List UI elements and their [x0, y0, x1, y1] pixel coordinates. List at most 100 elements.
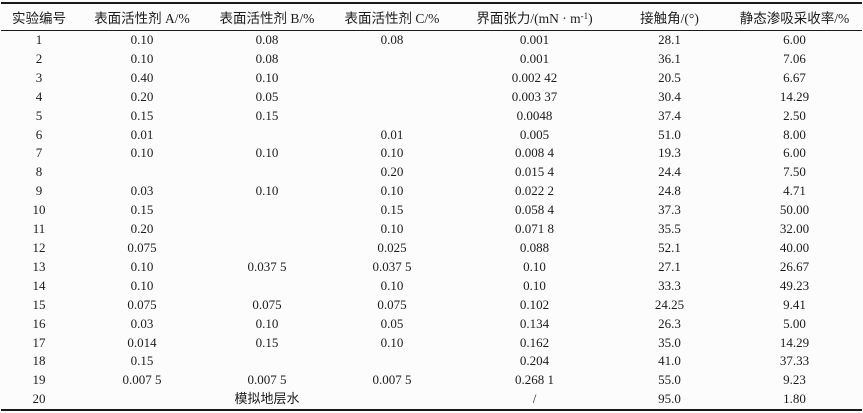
- table-row: 1 0.10 0.08 0.08 0.001 28.1 6.00: [1, 31, 862, 50]
- table-cell: 15: [32, 296, 46, 312]
- table-cell: 0.075: [127, 296, 157, 312]
- table-cell: 4: [35, 88, 43, 104]
- table-cell: 24.8: [658, 183, 681, 199]
- table-cell: 33.3: [658, 277, 681, 293]
- table-row: 20 模拟地层水 / 95.0 1.80: [1, 390, 862, 410]
- table-header: 实验编号 表面活性剂 A/% 表面活性剂 B/% 表面活性剂 C/% 界面张力/…: [1, 3, 862, 31]
- table-cell: 0.05: [255, 88, 279, 104]
- table-cell: 0.10: [130, 145, 154, 161]
- table-cell: 14.29: [779, 88, 810, 104]
- table-cell: 0.05: [380, 315, 404, 331]
- table-cell: 0.007 5: [372, 372, 412, 388]
- table-row: 9 0.03 0.10 0.10 0.022 2 24.8 4.71: [1, 182, 862, 201]
- table-cell: 0.15: [255, 334, 279, 350]
- table-cell: [207, 352, 327, 371]
- table-cell: 0.03: [130, 315, 154, 331]
- table-cell: 0.08: [255, 32, 279, 47]
- table-cell: 6: [35, 126, 43, 142]
- table-cell: 20.5: [658, 69, 681, 85]
- table-cell: 0.204: [519, 353, 550, 369]
- table-cell: 40.00: [779, 239, 810, 255]
- header-contact-angle: 接触角/(°): [612, 3, 727, 31]
- table-cell: 5.00: [783, 315, 806, 331]
- table-cell: 0.15: [130, 353, 154, 369]
- table-cell: 0.10: [255, 69, 279, 85]
- table-cell: 16: [32, 315, 46, 331]
- table-cell: 24.4: [658, 164, 681, 180]
- table-cell: 49.23: [779, 277, 810, 293]
- table-cell: 8: [35, 164, 43, 180]
- table-cell: 26.3: [658, 315, 681, 331]
- table-cell: 0.10: [523, 277, 546, 293]
- table-cell: 0.10: [380, 145, 404, 161]
- table-cell: 0.03: [130, 183, 154, 199]
- table-cell: 7: [35, 145, 43, 161]
- table-cell: 0.268 1: [515, 372, 554, 388]
- table-cell: 24.25: [654, 296, 685, 312]
- table-cell: 28.1: [658, 32, 681, 47]
- table-cell: 0.075: [127, 239, 157, 255]
- table-cell: [207, 163, 327, 182]
- table-cell: 0.10: [523, 258, 546, 274]
- table-cell: 0.088: [519, 239, 550, 255]
- table-body: 1 0.10 0.08 0.08 0.001 28.1 6.00 2 0.10 0.08 0.001…: [1, 31, 862, 411]
- table-cell: 7.06: [783, 50, 806, 66]
- table-cell: 3: [35, 69, 43, 85]
- table-cell: 19: [32, 372, 46, 388]
- table-cell: 27.1: [658, 258, 681, 274]
- table-cell: 13: [32, 258, 46, 274]
- table-cell: 0.037 5: [372, 258, 412, 274]
- table-row: 6 0.01 0.01 0.005 51.0 8.00: [1, 126, 862, 145]
- table-cell: 0.014: [127, 334, 157, 350]
- table-cell: 9.41: [783, 296, 806, 312]
- table-cell: 0.002 42: [511, 69, 558, 85]
- header-surfactant-c: 表面活性剂 C/%: [327, 3, 457, 31]
- ift-unit-suffix: ): [588, 11, 593, 26]
- table-row: 11 0.20 0.10 0.071 8 35.5 32.00: [1, 220, 862, 239]
- table-row: 10 0.15 0.15 0.058 4 37.3 50.00: [1, 201, 862, 220]
- table-cell: 0.10: [380, 221, 404, 237]
- table-cell: 0.10: [255, 315, 279, 331]
- table-cell: 41.0: [658, 353, 681, 369]
- table-cell: 0.10: [130, 32, 154, 47]
- table-cell: 6.00: [783, 32, 806, 47]
- header-row: 实验编号 表面活性剂 A/% 表面活性剂 B/% 表面活性剂 C/% 界面张力/…: [1, 3, 862, 31]
- table-cell: 0.15: [255, 107, 279, 123]
- table-cell: 0.008 4: [515, 145, 554, 161]
- table-row: 12 0.075 0.025 0.088 52.1 40.00: [1, 239, 862, 258]
- header-exp-no: 实验编号: [1, 3, 77, 31]
- table-cell: 32.00: [779, 221, 810, 237]
- table-cell: 0.015 4: [515, 164, 554, 180]
- table-cell: 0.058 4: [515, 202, 554, 218]
- table-cell: 0.037 5: [247, 258, 287, 274]
- table-cell: 55.0: [658, 372, 681, 388]
- table-cell: 0.15: [130, 202, 154, 218]
- table-cell: 0.134: [519, 315, 550, 331]
- table-cell: 12: [32, 239, 46, 255]
- table-cell: 37.33: [779, 353, 810, 369]
- header-surfactant-a: 表面活性剂 A/%: [77, 3, 207, 31]
- table-cell: 9.23: [783, 372, 806, 388]
- table-cell: 2.50: [783, 107, 806, 123]
- table-row: 3 0.40 0.10 0.002 42 20.5 6.67: [1, 69, 862, 88]
- table-cell: 7.50: [783, 164, 806, 180]
- table-cell: 0.001: [519, 50, 550, 66]
- table-cell: 0.162: [519, 334, 550, 350]
- table-row: 17 0.014 0.15 0.10 0.162 35.0 14.29: [1, 334, 862, 353]
- table-cell: 0.01: [380, 126, 404, 142]
- header-static-imbibition-recovery: 静态渗吸采收率/%: [727, 3, 862, 31]
- table-cell: 模拟地层水: [234, 391, 300, 407]
- table-cell: 30.4: [658, 88, 681, 104]
- table-row: 7 0.10 0.10 0.10 0.008 4 19.3 6.00: [1, 144, 862, 163]
- table-cell: 4.71: [783, 183, 806, 199]
- table-row: 19 0.007 5 0.007 5 0.007 5 0.268 1 55.0 9.23: [1, 371, 862, 390]
- table-cell: /: [532, 391, 537, 407]
- table-cell: 0.001: [519, 32, 550, 47]
- table-cell: 0.007 5: [247, 372, 287, 388]
- table-cell: [327, 107, 457, 126]
- table-row: 8 0.20 0.015 4 24.4 7.50: [1, 163, 862, 182]
- table-cell: 35.5: [658, 221, 681, 237]
- table-cell: [327, 88, 457, 107]
- table-cell: [207, 201, 327, 220]
